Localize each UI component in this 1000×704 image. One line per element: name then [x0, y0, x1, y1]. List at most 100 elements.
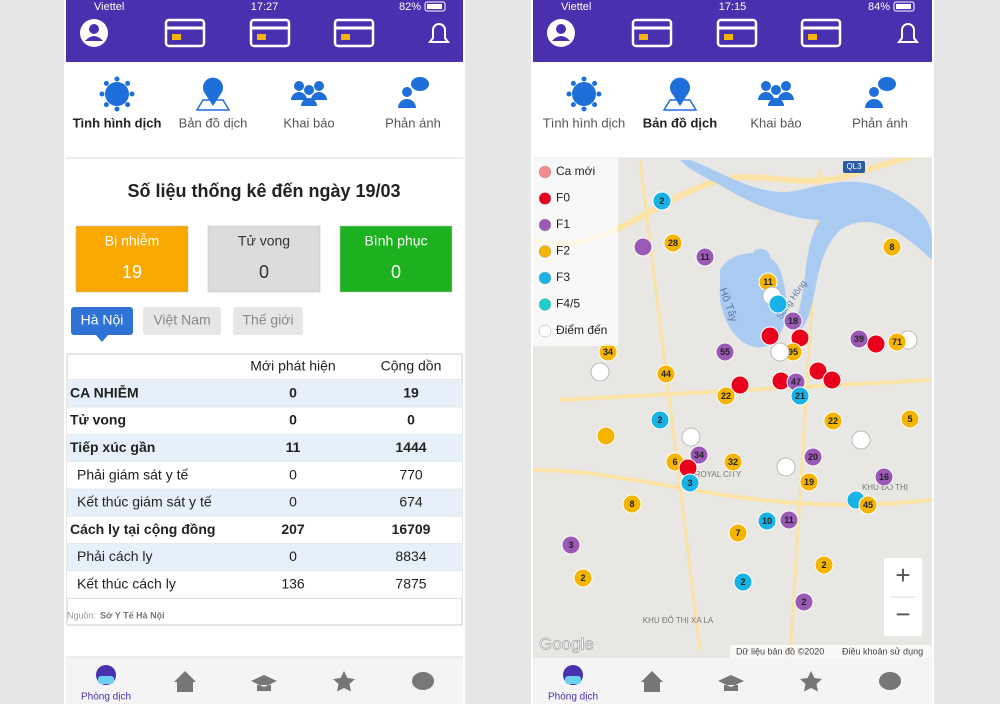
- bottom-nav-label[interactable]: Phòng dịch: [548, 692, 598, 703]
- legend-label: Ca mới: [556, 164, 595, 178]
- case-marker[interactable]: [689, 445, 709, 465]
- virus-spike: [114, 76, 120, 82]
- case-marker[interactable]: [652, 191, 672, 211]
- case-marker[interactable]: [851, 430, 871, 450]
- case-marker[interactable]: [573, 568, 593, 588]
- case-marker[interactable]: [561, 535, 581, 555]
- legend-swatch: [538, 324, 552, 338]
- chat-icon[interactable]: [412, 672, 434, 690]
- home-icon[interactable]: [174, 671, 196, 692]
- case-marker[interactable]: [733, 572, 753, 592]
- case-marker[interactable]: [776, 457, 796, 477]
- card-chip: [172, 34, 181, 40]
- region-tab-label[interactable]: Thế giới: [242, 312, 293, 328]
- case-marker[interactable]: [858, 495, 878, 515]
- chat-icon[interactable]: [879, 672, 901, 690]
- case-marker[interactable]: [770, 342, 790, 362]
- nav-tab-label[interactable]: Khai báo: [283, 115, 334, 130]
- bell-icon[interactable]: [428, 23, 450, 43]
- zoom-in[interactable]: +: [895, 560, 910, 590]
- virus-icon: [105, 82, 129, 106]
- region-tab[interactable]: [143, 307, 221, 335]
- card-icon[interactable]: [800, 18, 842, 48]
- card-icon[interactable]: [631, 18, 673, 48]
- case-marker-label: 45: [863, 500, 873, 510]
- case-marker[interactable]: [799, 472, 819, 492]
- case-marker[interactable]: [663, 233, 683, 253]
- case-marker[interactable]: [803, 447, 823, 467]
- card-icon[interactable]: [164, 18, 206, 48]
- card-icon[interactable]: [333, 18, 375, 48]
- case-marker-label: 11: [784, 515, 794, 525]
- people-head: [294, 81, 304, 91]
- nav-tab-label[interactable]: Phản ánh: [852, 115, 908, 130]
- case-marker[interactable]: [783, 311, 803, 331]
- case-marker[interactable]: [715, 342, 735, 362]
- case-marker[interactable]: [728, 523, 748, 543]
- zoom-out[interactable]: −: [895, 599, 910, 629]
- case-marker[interactable]: [823, 411, 843, 431]
- case-marker[interactable]: [650, 410, 670, 430]
- case-marker[interactable]: [874, 467, 894, 487]
- case-marker[interactable]: [596, 426, 616, 446]
- case-marker[interactable]: [723, 452, 743, 472]
- bell-icon[interactable]: [897, 23, 919, 43]
- nav-tab-label[interactable]: Phản ánh: [385, 115, 441, 130]
- case-marker[interactable]: [822, 370, 842, 390]
- map-pin-icon: [203, 77, 223, 106]
- virus-spike: [103, 102, 109, 108]
- table-header: Cộng dồn: [381, 358, 442, 374]
- case-marker[interactable]: [779, 510, 799, 530]
- home-icon[interactable]: [641, 671, 663, 692]
- bottom-nav-label[interactable]: Phòng dịch: [81, 692, 131, 703]
- map-terms[interactable]: Điều khoản sử dụng: [842, 646, 923, 656]
- case-marker[interactable]: [900, 409, 920, 429]
- case-marker-label: 55: [720, 347, 730, 357]
- nav-tab-label[interactable]: Tình hình dịch: [73, 115, 162, 130]
- map-label: KHU ĐÔ THỊ XA LA: [643, 616, 714, 625]
- person-head: [869, 87, 879, 97]
- star-icon[interactable]: [333, 671, 355, 692]
- case-marker[interactable]: [681, 427, 701, 447]
- case-marker[interactable]: [656, 364, 676, 384]
- case-marker[interactable]: [849, 329, 869, 349]
- star-icon[interactable]: [800, 671, 822, 692]
- region-tab[interactable]: [233, 307, 303, 335]
- graduation-icon[interactable]: [251, 675, 277, 691]
- case-marker-label: 39: [854, 334, 864, 344]
- legend-swatch: [538, 298, 552, 311]
- case-marker-label: 95: [788, 347, 798, 357]
- case-marker[interactable]: [866, 334, 886, 354]
- graduation-icon[interactable]: [718, 675, 744, 691]
- case-marker[interactable]: [794, 592, 814, 612]
- case-marker[interactable]: [680, 473, 700, 493]
- nav-tab-label[interactable]: Khai báo: [750, 115, 801, 130]
- card-icon[interactable]: [249, 18, 291, 48]
- case-marker[interactable]: [814, 555, 834, 575]
- case-marker[interactable]: [760, 326, 780, 346]
- case-marker[interactable]: [887, 332, 907, 352]
- case-marker[interactable]: [622, 494, 642, 514]
- case-marker[interactable]: [716, 386, 736, 406]
- status-bar: [66, 0, 463, 62]
- case-marker[interactable]: [590, 362, 610, 382]
- case-marker[interactable]: [882, 237, 902, 257]
- nav-tab-label[interactable]: Tình hình dịch: [543, 115, 625, 130]
- nav-tab-label[interactable]: Bản đồ dịch: [179, 115, 248, 130]
- region-tab-label[interactable]: Việt Nam: [153, 312, 210, 328]
- region-tab[interactable]: [71, 307, 133, 335]
- case-marker[interactable]: [757, 511, 777, 531]
- case-marker[interactable]: [808, 361, 828, 381]
- legend-label: Điểm đến: [556, 323, 607, 337]
- nav-tab-label[interactable]: Bản đồ dịch: [643, 115, 717, 130]
- mask: [565, 676, 581, 684]
- region-tab-label[interactable]: Hà Nội: [81, 312, 124, 328]
- case-marker[interactable]: [730, 375, 750, 395]
- table-row-label: Phải cách ly: [77, 548, 152, 564]
- case-marker[interactable]: [633, 237, 653, 257]
- card-icon[interactable]: [716, 18, 758, 48]
- case-marker[interactable]: [790, 386, 810, 406]
- case-marker[interactable]: [768, 294, 788, 314]
- case-marker[interactable]: [695, 247, 715, 267]
- people-body: [311, 92, 327, 100]
